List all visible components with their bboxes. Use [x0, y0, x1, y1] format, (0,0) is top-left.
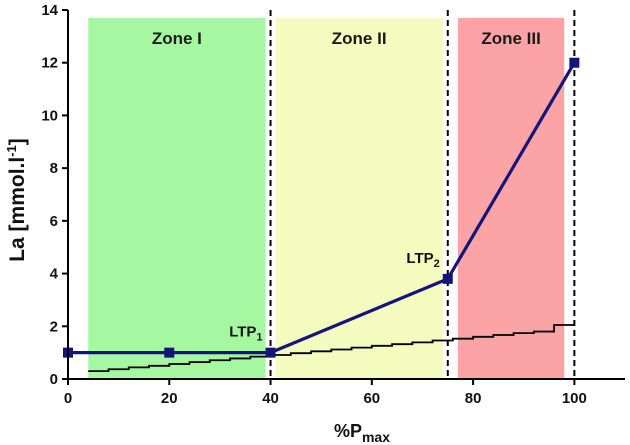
- annotation-ltp2: LTP2: [406, 250, 439, 270]
- y-axis-title: La [mmol.l-1]: [4, 138, 29, 262]
- zone-band-2: [275, 17, 443, 380]
- y-tick-label: 14: [41, 2, 58, 19]
- y-axis-title-end: ]: [6, 138, 29, 145]
- annotations: LTP1 LTP2: [229, 250, 440, 344]
- y-tick-label: 4: [50, 266, 59, 283]
- x-axis-title-main: %P: [334, 421, 362, 441]
- zone-label-2: Zone II: [332, 29, 387, 48]
- y-tick-label: 12: [41, 55, 58, 72]
- annotation-ltp1: LTP1: [229, 324, 262, 344]
- axes: 0 2 4 6 8 10 12 14 0 20 40 60 80 100: [41, 2, 625, 407]
- x-tick-label: 0: [64, 390, 72, 407]
- zone-band-1: [88, 17, 266, 380]
- y-tick-label: 6: [50, 213, 58, 230]
- data-point-2: [164, 347, 175, 358]
- y-axis-title-sup: -1: [4, 145, 19, 157]
- x-tick-label: 80: [465, 390, 482, 407]
- y-tick-label: 8: [50, 160, 58, 177]
- x-axis-title-sub: max: [362, 429, 390, 445]
- y-tick-label: 10: [41, 107, 58, 124]
- x-tick-label: 40: [262, 390, 279, 407]
- data-point-4: [442, 273, 453, 284]
- y-tick-label: 2: [50, 318, 58, 335]
- data-point-3: [265, 347, 276, 358]
- data-point-5: [569, 57, 580, 68]
- zone-label-3: Zone III: [481, 29, 541, 48]
- x-axis-title: %Pmax: [334, 421, 390, 445]
- step-series-layer: [88, 324, 575, 372]
- x-tick-label: 20: [161, 390, 178, 407]
- zone-band-3: [457, 17, 565, 380]
- y-axis-title-main: La [mmol.l: [6, 157, 29, 262]
- step-series-line: [88, 324, 575, 372]
- threshold-lines: [269, 10, 576, 379]
- x-tick-label: 60: [363, 390, 380, 407]
- zones-layer: Zone I Zone II Zone III: [88, 17, 565, 380]
- zone-label-1: Zone I: [152, 29, 202, 48]
- x-tick-label: 100: [562, 390, 587, 407]
- y-tick-label: 0: [50, 371, 58, 388]
